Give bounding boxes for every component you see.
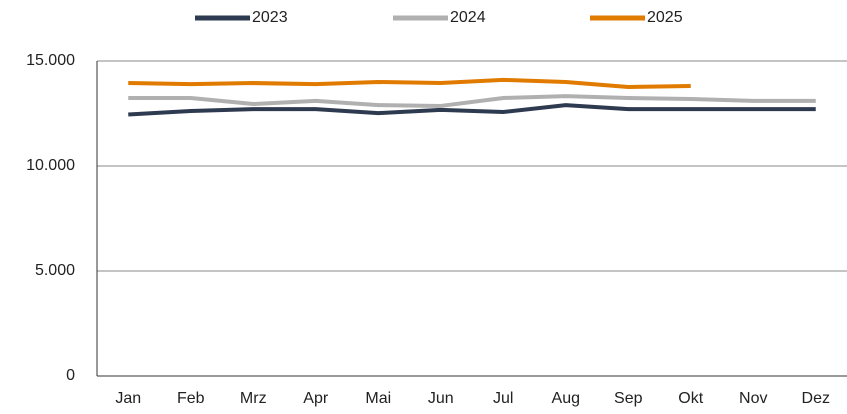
series-line [128, 94, 816, 108]
y-tick-label: 10.000 [26, 157, 75, 174]
legend-label: 2024 [450, 9, 486, 26]
x-tick-label: Mai [365, 390, 391, 407]
x-tick-label: Mrz [240, 390, 267, 407]
x-tick-label: Jan [115, 390, 141, 407]
x-tick-label: Apr [303, 390, 329, 407]
series-line [128, 77, 691, 90]
series-line [128, 103, 816, 117]
legend-label: 2025 [647, 9, 683, 26]
x-tick-label: Jul [493, 390, 513, 407]
x-tick-label: Nov [739, 390, 767, 407]
y-tick-label: 15.000 [26, 52, 75, 69]
x-tick-label: Sep [614, 390, 643, 407]
y-tick-label: 5.000 [35, 262, 75, 279]
x-tick-label: Feb [177, 390, 205, 407]
x-tick-label: Dez [802, 390, 830, 407]
x-tick-label: Jun [428, 390, 454, 407]
x-tick-label: Okt [678, 390, 703, 407]
y-tick-label: 0 [66, 367, 75, 384]
x-tick-label: Aug [552, 390, 580, 407]
legend-label: 2023 [252, 9, 288, 26]
